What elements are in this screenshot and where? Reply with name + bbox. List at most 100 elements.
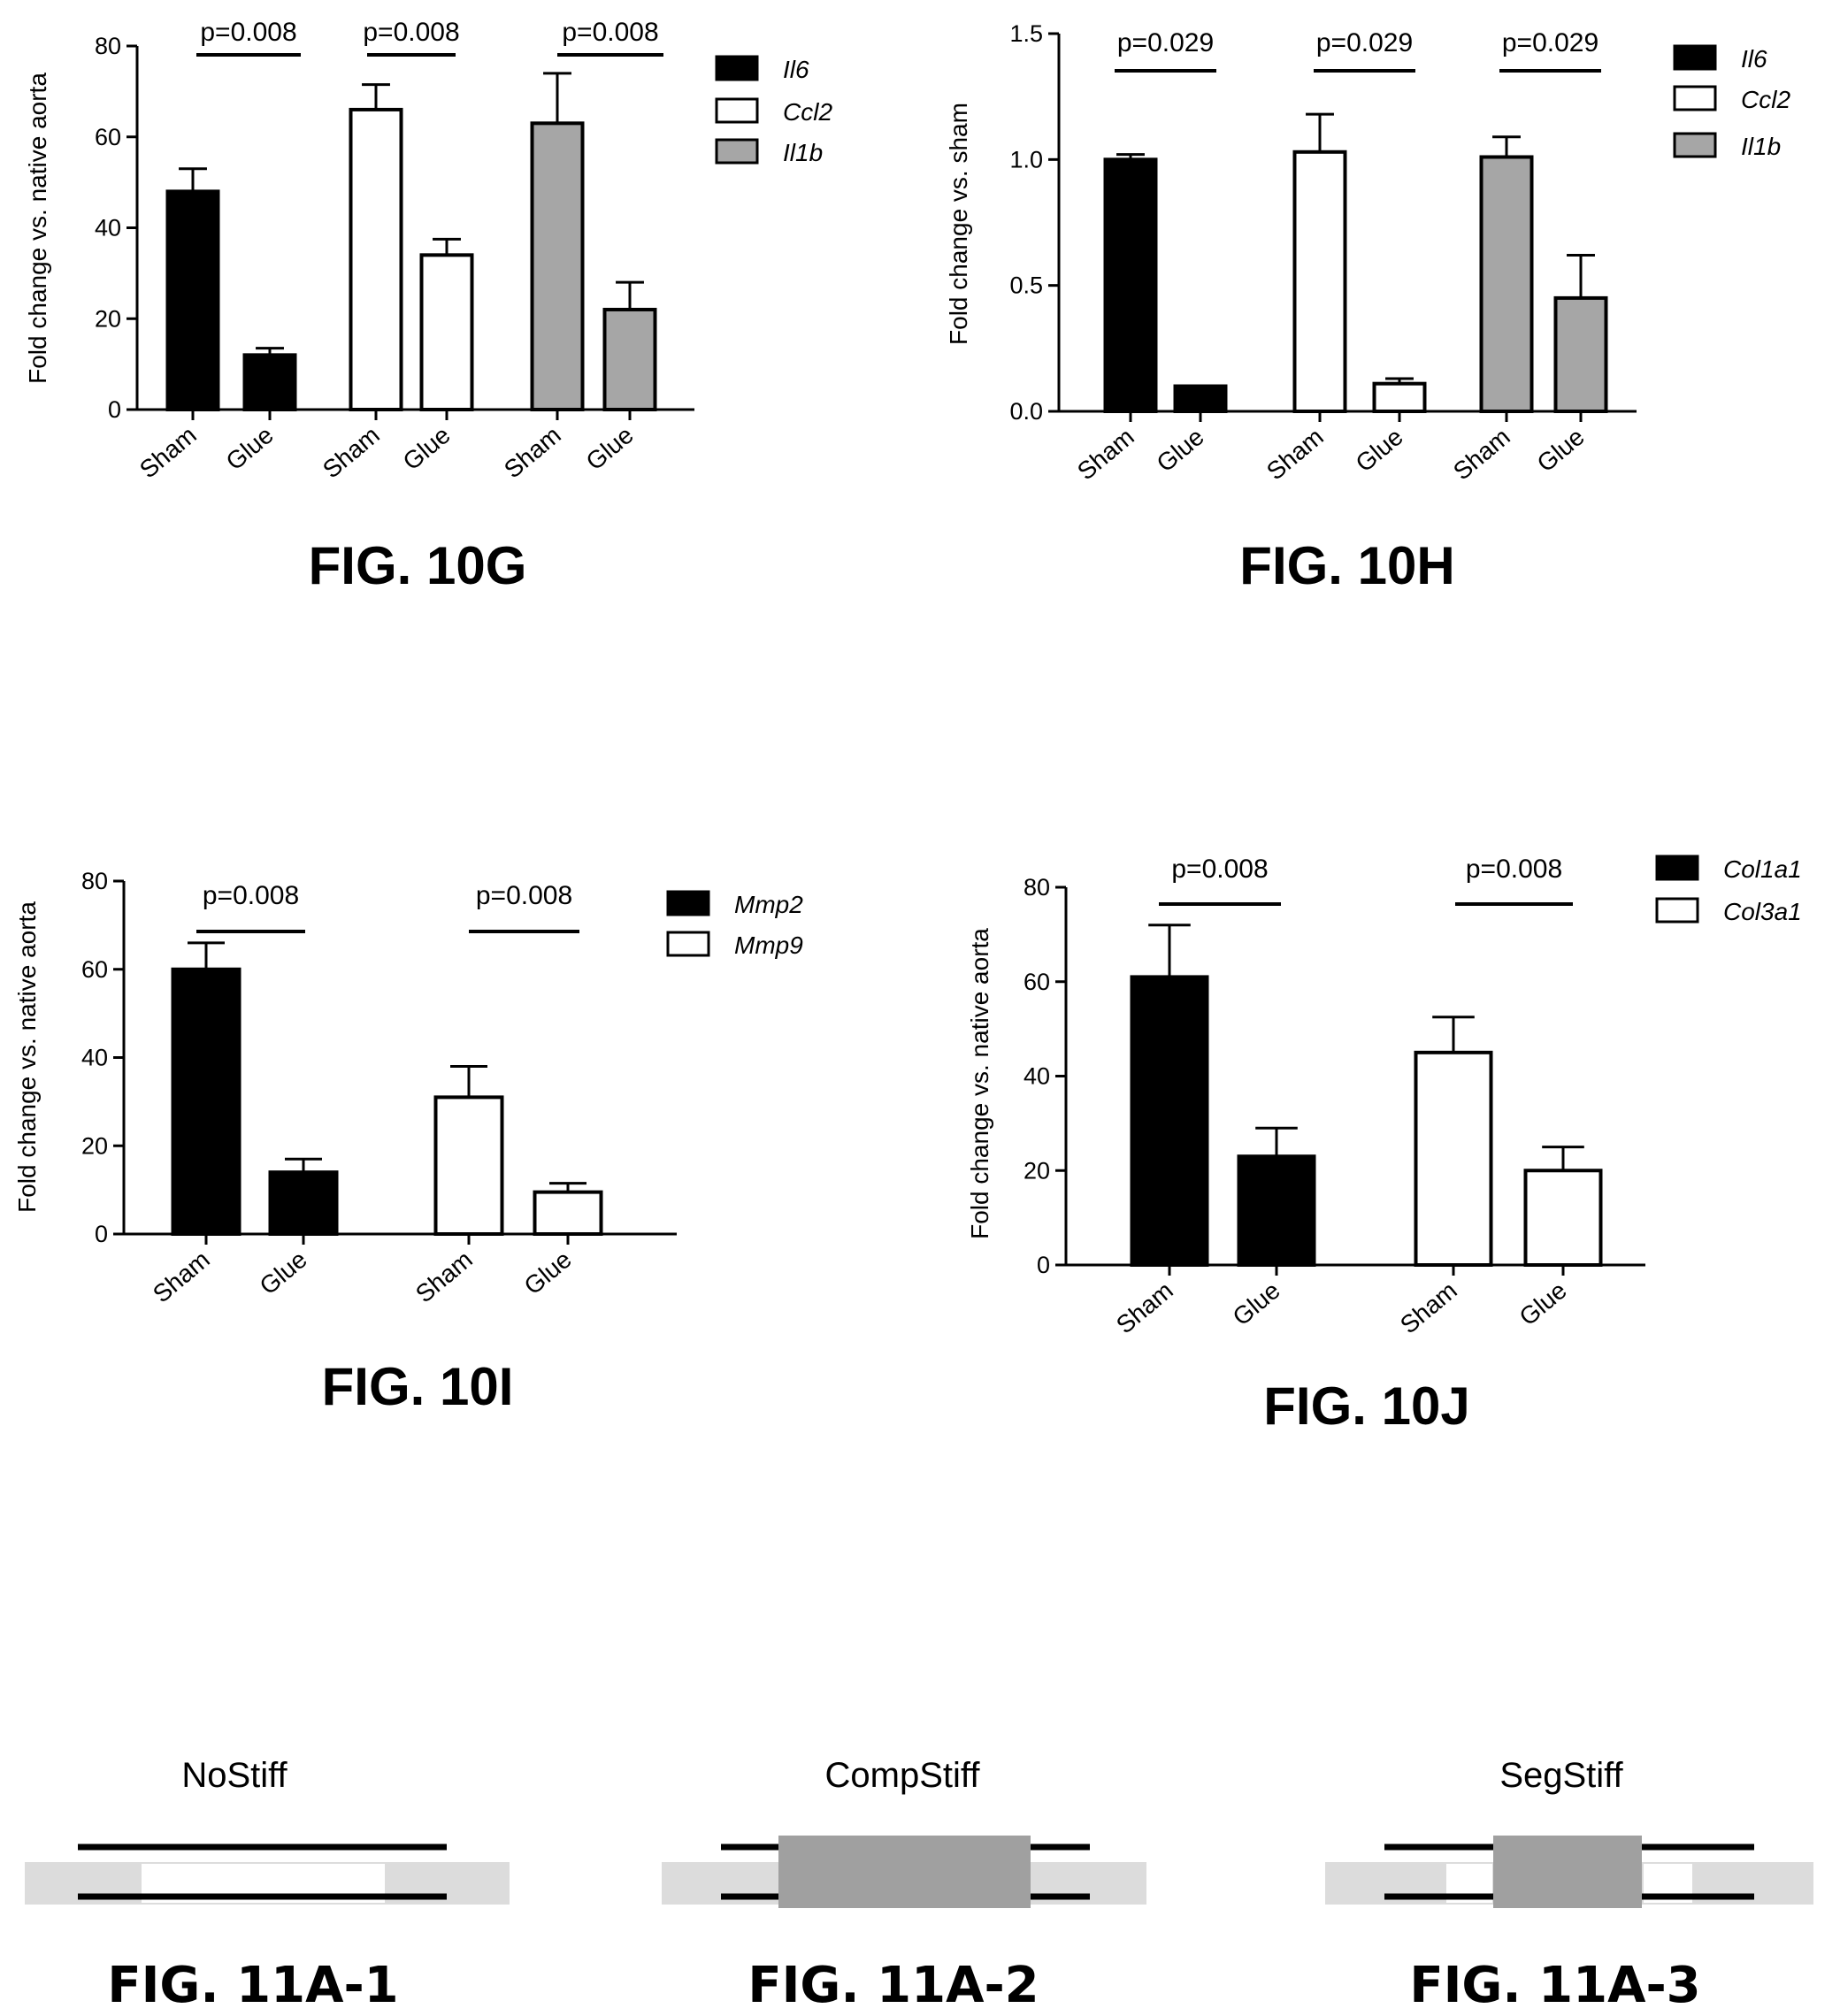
bar-ccl2-sham bbox=[349, 107, 403, 412]
p-value-label: p=0.008 bbox=[476, 881, 572, 910]
y-tick-label: 1.5 bbox=[1009, 20, 1043, 47]
y-axis-label: Fold change vs. native aorta bbox=[966, 928, 993, 1239]
p-value-label: p=0.029 bbox=[1316, 28, 1413, 57]
figure-label: FIG. 10J bbox=[1263, 1376, 1469, 1436]
y-tick-label: 20 bbox=[95, 305, 121, 332]
y-tick-label: 60 bbox=[95, 124, 121, 150]
legend-label: Ccl2 bbox=[1741, 86, 1790, 113]
x-tick-label: Glue bbox=[1228, 1276, 1285, 1331]
bar-mmp2-sham bbox=[171, 967, 242, 1236]
x-tick-label: Sham bbox=[410, 1246, 478, 1308]
x-tick-label: Glue bbox=[255, 1246, 312, 1300]
segstiff-stiffener bbox=[1493, 1836, 1642, 1908]
legend-swatch bbox=[1673, 85, 1717, 111]
y-tick-label: 0.0 bbox=[1009, 398, 1043, 425]
x-tick-label: Sham bbox=[1395, 1276, 1462, 1339]
bar-mmp9-glue bbox=[533, 1190, 603, 1237]
legend-swatch bbox=[1655, 897, 1699, 924]
y-tick-label: 1.0 bbox=[1009, 146, 1043, 172]
legend-label: Il1b bbox=[1741, 133, 1781, 160]
bar-il1b-glue bbox=[602, 307, 657, 412]
legend-swatch bbox=[715, 55, 759, 81]
segstiff-label: SegStiff bbox=[1499, 1756, 1623, 1795]
x-tick-label: Glue bbox=[1532, 423, 1590, 478]
y-tick-label: 40 bbox=[81, 1045, 108, 1071]
p-value-label: p=0.008 bbox=[1171, 855, 1268, 884]
legend-label: Mmp9 bbox=[734, 931, 803, 959]
y-tick-label: 60 bbox=[1024, 969, 1050, 995]
bar-col1a1-glue bbox=[1237, 1154, 1316, 1268]
y-tick-label: 40 bbox=[95, 215, 121, 241]
y-axis-label: Fold change vs. native aorta bbox=[13, 901, 41, 1213]
bar-il6-sham bbox=[1103, 157, 1158, 413]
x-tick-label: Glue bbox=[221, 421, 279, 476]
y-tick-label: 40 bbox=[1024, 1063, 1050, 1090]
bar-col1a1-sham bbox=[1130, 975, 1209, 1267]
legend-label: Mmp2 bbox=[734, 891, 803, 918]
y-tick-label: 0 bbox=[1037, 1252, 1050, 1278]
compstiff-stiffener bbox=[778, 1836, 1031, 1908]
p-value-label: p=0.029 bbox=[1502, 28, 1598, 57]
x-tick-label: Sham bbox=[318, 421, 385, 484]
bar-mmp2-glue bbox=[268, 1170, 339, 1237]
chart-3: 0 20 40 60 80 Fold change vs. native aorta Sha… bbox=[966, 855, 1802, 1436]
y-axis-label: Fold change vs. sham bbox=[945, 103, 972, 345]
legend-swatch bbox=[666, 890, 710, 916]
bar-il6-sham bbox=[165, 189, 220, 411]
x-tick-label: Sham bbox=[499, 421, 566, 484]
x-tick-label: Sham bbox=[134, 421, 202, 484]
y-tick-label: 80 bbox=[81, 868, 108, 894]
p-value-label: p=0.008 bbox=[203, 881, 299, 910]
bar-il1b-sham bbox=[1479, 155, 1534, 413]
charts-layer: 0 20 40 60 80 Fold change vs. native aorta Sha… bbox=[13, 18, 1802, 1436]
bar-ccl2-glue bbox=[1372, 381, 1427, 414]
y-tick-label: 0 bbox=[95, 1221, 108, 1247]
fig-11a-2-label: FIG. 11A-2 bbox=[748, 1957, 1039, 2014]
compstiff-label: CompStiff bbox=[825, 1756, 981, 1795]
y-tick-label: 20 bbox=[1024, 1157, 1050, 1184]
x-tick-label: Sham bbox=[1111, 1276, 1178, 1339]
bar-col3a1-sham bbox=[1414, 1050, 1493, 1267]
figure-label: FIG. 10H bbox=[1239, 536, 1454, 595]
chart-2: 0 20 40 60 80 Fold change vs. native aorta Sha… bbox=[13, 868, 803, 1416]
bar-il6-glue bbox=[1173, 384, 1228, 413]
y-tick-label: 60 bbox=[81, 956, 108, 983]
x-tick-label: Glue bbox=[1514, 1276, 1572, 1331]
bar-mmp9-sham bbox=[433, 1095, 504, 1236]
x-tick-label: Sham bbox=[1072, 423, 1139, 486]
x-tick-label: Sham bbox=[1448, 423, 1515, 486]
compstiff-diagram: CompStiff FIG. 11A-2 bbox=[662, 1756, 1146, 2014]
bar-ccl2-sham bbox=[1292, 149, 1347, 413]
legend-swatch bbox=[715, 97, 759, 124]
legend-swatch bbox=[666, 931, 710, 957]
p-value-label: p=0.008 bbox=[562, 18, 658, 47]
legend-label: Col3a1 bbox=[1723, 898, 1802, 925]
legend-swatch bbox=[1673, 44, 1717, 71]
legend-label: Il6 bbox=[783, 56, 809, 83]
nostiff-diagram: NoStiff FIG. 11A-1 bbox=[25, 1756, 510, 2014]
x-tick-label: Sham bbox=[1261, 423, 1329, 486]
legend-label: Ccl2 bbox=[783, 98, 832, 126]
figure-label: FIG. 10I bbox=[322, 1357, 514, 1416]
p-value-label: p=0.008 bbox=[1466, 855, 1562, 884]
x-tick-label: Glue bbox=[1351, 423, 1408, 478]
x-tick-label: Glue bbox=[1152, 423, 1209, 478]
x-tick-label: Glue bbox=[519, 1246, 577, 1300]
bar-ccl2-glue bbox=[419, 253, 474, 412]
figure-label: FIG. 10G bbox=[309, 536, 527, 595]
bar-il6-glue bbox=[242, 353, 297, 412]
y-tick-label: 0 bbox=[108, 396, 121, 423]
legend-swatch bbox=[1655, 855, 1699, 881]
y-tick-label: 0.5 bbox=[1009, 272, 1043, 299]
p-value-label: p=0.029 bbox=[1117, 28, 1214, 57]
bar-col3a1-glue bbox=[1523, 1169, 1603, 1267]
legend-swatch bbox=[1673, 132, 1717, 158]
chart-0: 0 20 40 60 80 Fold change vs. native aorta Sha… bbox=[24, 18, 832, 595]
legend-label: Col1a1 bbox=[1723, 855, 1802, 883]
fig-11a-3-label: FIG. 11A-3 bbox=[1409, 1957, 1700, 2014]
nostiff-label: NoStiff bbox=[181, 1756, 288, 1795]
p-value-label: p=0.008 bbox=[363, 18, 459, 47]
legend-swatch bbox=[715, 138, 759, 165]
